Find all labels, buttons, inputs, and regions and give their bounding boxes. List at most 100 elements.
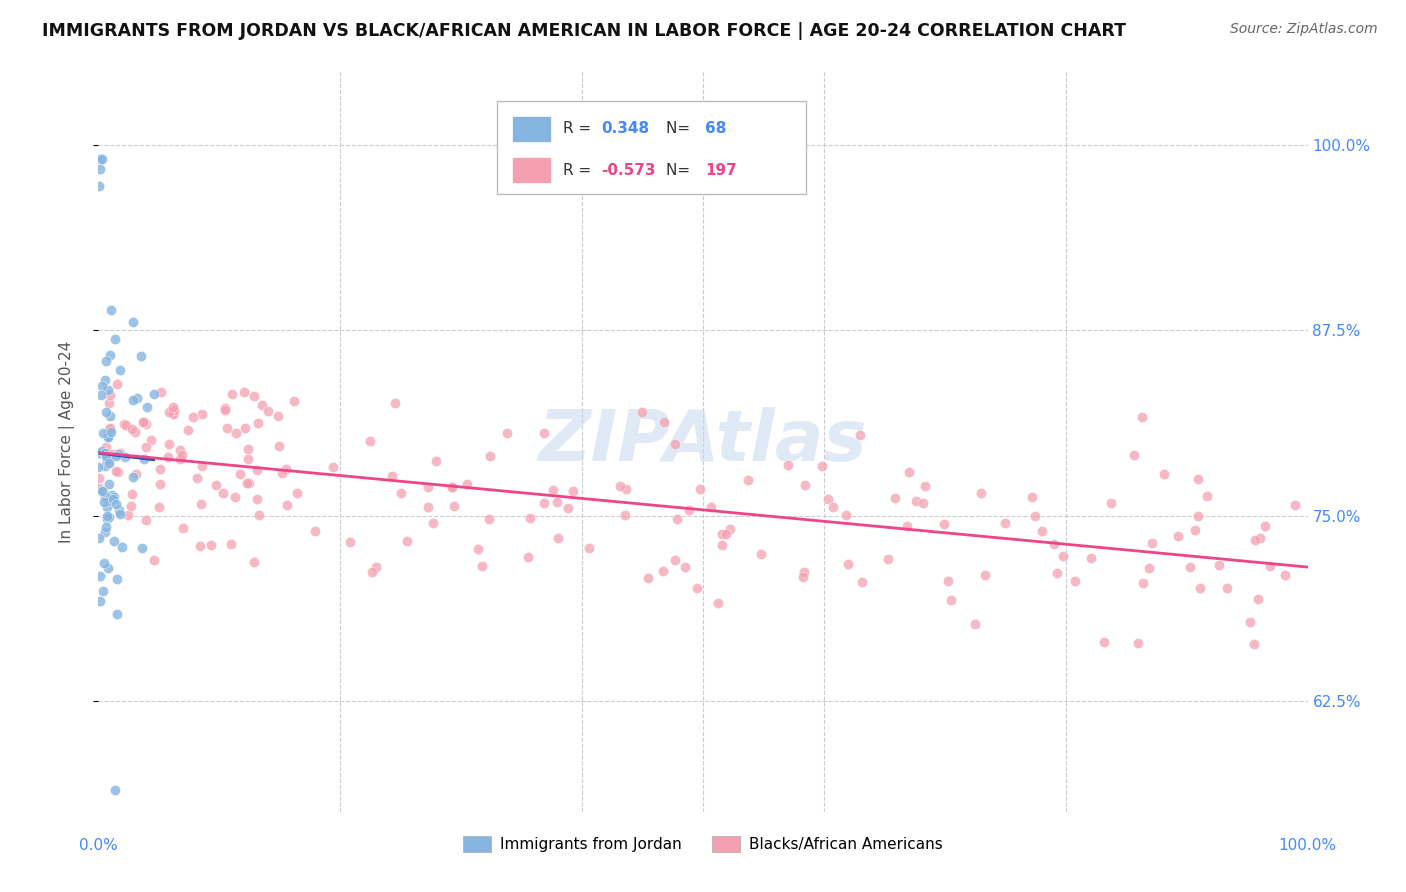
Point xyxy=(121,469,143,483)
Point xyxy=(107,466,129,480)
Point xyxy=(224,490,246,504)
Point xyxy=(1187,509,1209,524)
Point xyxy=(1216,581,1239,595)
Point xyxy=(1249,532,1271,546)
Point xyxy=(105,607,128,621)
Point xyxy=(546,494,568,508)
Y-axis label: In Labor Force | Age 20-24: In Labor Force | Age 20-24 xyxy=(59,341,75,542)
Point xyxy=(136,400,159,414)
Point xyxy=(256,403,278,417)
Point xyxy=(1021,490,1043,504)
Point xyxy=(905,493,928,508)
Point xyxy=(98,493,121,508)
Bar xyxy=(512,157,551,184)
Point xyxy=(994,516,1017,530)
Point xyxy=(93,483,115,498)
Point xyxy=(121,487,143,501)
Point xyxy=(115,418,138,433)
Point xyxy=(87,471,110,485)
Point xyxy=(1178,560,1201,574)
Point xyxy=(283,393,305,408)
Point xyxy=(246,416,269,430)
Point xyxy=(1052,549,1074,564)
Point xyxy=(157,436,180,450)
Point xyxy=(1208,558,1230,572)
Point xyxy=(1123,448,1146,462)
Point xyxy=(97,384,120,398)
Point xyxy=(191,408,214,422)
Point xyxy=(111,540,134,554)
Point xyxy=(416,480,439,494)
Point xyxy=(89,531,111,545)
Point xyxy=(103,534,125,549)
Text: IMMIGRANTS FROM JORDAN VS BLACK/AFRICAN AMERICAN IN LABOR FORCE | AGE 20-24 CORR: IMMIGRANTS FROM JORDAN VS BLACK/AFRICAN … xyxy=(42,22,1126,40)
Point xyxy=(443,499,465,513)
Point xyxy=(107,447,129,461)
Text: R =: R = xyxy=(562,121,596,136)
Point xyxy=(98,477,121,491)
Point xyxy=(238,452,260,467)
Point xyxy=(749,547,772,561)
Point xyxy=(1042,537,1064,551)
Text: 68: 68 xyxy=(706,121,727,136)
Point xyxy=(1137,561,1160,575)
Point xyxy=(1024,509,1046,524)
Point xyxy=(148,500,170,514)
Point xyxy=(114,450,136,464)
Point xyxy=(974,567,997,582)
Point xyxy=(134,415,156,429)
Point xyxy=(97,509,120,524)
Point xyxy=(170,448,193,462)
Point xyxy=(389,485,412,500)
Point xyxy=(87,446,110,460)
Point xyxy=(186,470,208,484)
Point xyxy=(132,416,155,430)
Point xyxy=(219,537,242,551)
Point xyxy=(98,422,121,436)
Point xyxy=(246,463,269,477)
Point xyxy=(120,500,142,514)
Point xyxy=(93,556,115,570)
Point xyxy=(96,453,118,467)
Point xyxy=(89,162,111,177)
Point xyxy=(94,459,117,474)
Point xyxy=(1140,536,1163,550)
Bar xyxy=(512,116,551,142)
Point xyxy=(89,178,111,193)
Point xyxy=(686,581,709,595)
Point xyxy=(1260,559,1282,574)
Point xyxy=(678,503,700,517)
Point xyxy=(440,480,463,494)
Point xyxy=(142,553,165,567)
Point xyxy=(1243,533,1265,547)
Point xyxy=(97,560,120,574)
Point xyxy=(97,430,120,444)
Point xyxy=(221,386,243,401)
Point xyxy=(176,423,198,437)
Point xyxy=(108,446,131,460)
Point xyxy=(98,409,121,423)
Point xyxy=(1167,529,1189,543)
Point xyxy=(714,526,737,541)
Point xyxy=(422,516,444,530)
Point xyxy=(562,483,585,498)
Text: N=: N= xyxy=(665,121,695,136)
Point xyxy=(132,451,155,466)
Text: -0.573: -0.573 xyxy=(602,163,657,178)
Point xyxy=(181,409,204,424)
Point xyxy=(91,484,114,499)
Point xyxy=(689,482,711,496)
Point xyxy=(156,450,179,465)
Point xyxy=(90,152,112,166)
Point xyxy=(1188,581,1211,595)
Point xyxy=(837,557,859,571)
Point xyxy=(440,480,463,494)
Point xyxy=(578,541,600,555)
Point xyxy=(361,565,384,579)
Point xyxy=(1284,499,1306,513)
Point xyxy=(215,421,238,435)
Point xyxy=(135,441,157,455)
Point xyxy=(225,426,247,441)
Point xyxy=(96,354,118,368)
Point xyxy=(285,486,308,500)
